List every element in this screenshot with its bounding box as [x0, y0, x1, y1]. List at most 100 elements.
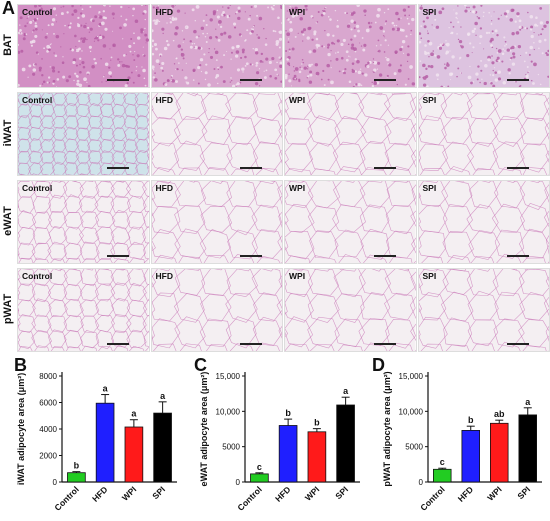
- x-tick-label: HFD: [273, 484, 292, 503]
- scale-bar: [240, 79, 262, 81]
- tile-bat-wpi: WPI: [284, 4, 417, 88]
- tile-ewat-hfd: HFD: [150, 180, 283, 264]
- significance-letter: ab: [494, 409, 505, 419]
- significance-letter: c: [440, 457, 445, 467]
- scale-bar: [507, 79, 529, 81]
- tile-group-label: HFD: [155, 271, 173, 281]
- y-tick-label: 5000: [405, 443, 423, 452]
- y-tick-label: 15,000: [216, 372, 241, 381]
- scale-bar: [106, 167, 129, 169]
- panel-a-letter: A: [2, 0, 15, 18]
- chart-d-svg: 0 5000 10,000 15,000 pWAT adipocyte area (μm…: [382, 371, 542, 513]
- tile-group-label: SPI: [422, 271, 437, 281]
- scale-bar: [106, 343, 129, 345]
- significance-letter: c: [257, 462, 262, 472]
- y-tick-label: 2000: [39, 452, 57, 461]
- bar: [153, 412, 172, 483]
- tile-pwat-hfd: HFD: [150, 268, 283, 352]
- bar: [461, 430, 481, 483]
- tile-iwat-spi: SPI: [417, 92, 550, 176]
- bar: [250, 473, 269, 483]
- y-axis-label: pWAT adipocyte area (μm²): [382, 371, 392, 486]
- bar: [67, 472, 86, 483]
- scale-bar: [373, 79, 396, 81]
- significance-letter: a: [525, 397, 531, 407]
- x-tick-label: WPI: [120, 484, 138, 502]
- tile-bat-hfd: HFD: [150, 4, 283, 88]
- tissue-image: [418, 181, 549, 263]
- x-tick-label: Control: [52, 484, 80, 512]
- x-tick-label: Control: [418, 484, 446, 512]
- bar: [518, 414, 537, 483]
- y-tick-label: 0: [419, 478, 424, 487]
- significance-letter: a: [160, 391, 166, 401]
- row-label-bat: BAT: [2, 34, 14, 56]
- significance-letter: a: [343, 386, 349, 396]
- tile-group-label: WPI: [289, 95, 306, 105]
- significance-letter: a: [103, 384, 109, 394]
- scale-bar: [507, 343, 529, 345]
- bar: [490, 422, 509, 483]
- tile-ewat-wpi: WPI: [284, 180, 417, 264]
- tile-pwat-wpi: WPI: [284, 268, 417, 352]
- tile-group-label: WPI: [289, 183, 306, 193]
- tile-group-label: HFD: [155, 7, 173, 17]
- chart-c: 0 5000 10,000 15,000 eWAT adipocyte area (μm…: [183, 360, 368, 521]
- y-tick-label: 10,000: [216, 407, 241, 416]
- x-tick-label: WPI: [485, 484, 503, 502]
- tissue-image: [285, 5, 416, 87]
- scale-bar: [373, 255, 396, 257]
- tile-bat-spi: SPI: [417, 4, 550, 88]
- tile-group-label: Control: [22, 271, 53, 281]
- tissue-image: [151, 181, 282, 263]
- tissue-image: [18, 181, 149, 263]
- panel-b-letter: B: [14, 355, 27, 375]
- panel-c-letter: C: [194, 355, 207, 375]
- row-label-iwat: iWAT: [2, 119, 14, 147]
- bar: [336, 404, 355, 483]
- tile-group-label: Control: [22, 95, 53, 105]
- tile-ewat-spi: SPI: [417, 180, 550, 264]
- tissue-image: [418, 93, 549, 175]
- chart-b-svg: 0 2000 4000 6000 8000 iWAT adipocyte area (μm…: [16, 372, 177, 513]
- scale-bar: [106, 255, 129, 257]
- tissue-image: [151, 5, 282, 87]
- tile-pwat-spi: SPI: [417, 268, 550, 352]
- bar: [95, 402, 115, 483]
- tissue-image: [18, 5, 149, 87]
- tile-bat-control: Control: [17, 4, 150, 88]
- y-tick-label: 5000: [222, 443, 240, 452]
- x-tick-label: SPI: [515, 484, 532, 501]
- scale-bar: [507, 167, 529, 169]
- bar: [124, 426, 144, 483]
- bar: [433, 468, 452, 483]
- tissue-image: [151, 93, 282, 175]
- scale-bar: [240, 167, 262, 169]
- chart-c-svg: 0 5000 10,000 15,000 eWAT adipocyte area (μm…: [199, 372, 360, 513]
- y-tick-label: 4000: [39, 425, 57, 434]
- chart-b: 0 2000 4000 6000 8000 iWAT adipocyte area (μm…: [0, 360, 185, 521]
- scale-bar: [507, 255, 529, 257]
- tile-group-label: SPI: [422, 183, 437, 193]
- y-tick-label: 0: [236, 478, 241, 487]
- row-label-pwat: pWAT: [2, 293, 14, 325]
- significance-letter: b: [468, 415, 474, 425]
- x-tick-label: HFD: [90, 484, 109, 503]
- x-tick-label: WPI: [303, 484, 321, 502]
- tissue-image: [151, 269, 282, 351]
- tile-iwat-hfd: HFD: [150, 92, 283, 176]
- y-tick-label: 15,000: [399, 372, 424, 381]
- tile-pwat-control: Control: [17, 268, 150, 352]
- y-tick-label: 0: [53, 478, 58, 487]
- x-tick-label: HFD: [456, 484, 475, 503]
- significance-letter: b: [74, 461, 80, 471]
- significance-letter: b: [285, 408, 291, 418]
- bar: [307, 431, 327, 483]
- row-label-ewat: eWAT: [2, 206, 14, 236]
- tile-ewat-control: Control: [17, 180, 150, 264]
- scale-bar: [240, 255, 262, 257]
- x-tick-label: Control: [235, 484, 263, 512]
- tissue-image: [418, 5, 549, 87]
- scale-bar: [240, 343, 262, 345]
- significance-letter: a: [131, 409, 137, 419]
